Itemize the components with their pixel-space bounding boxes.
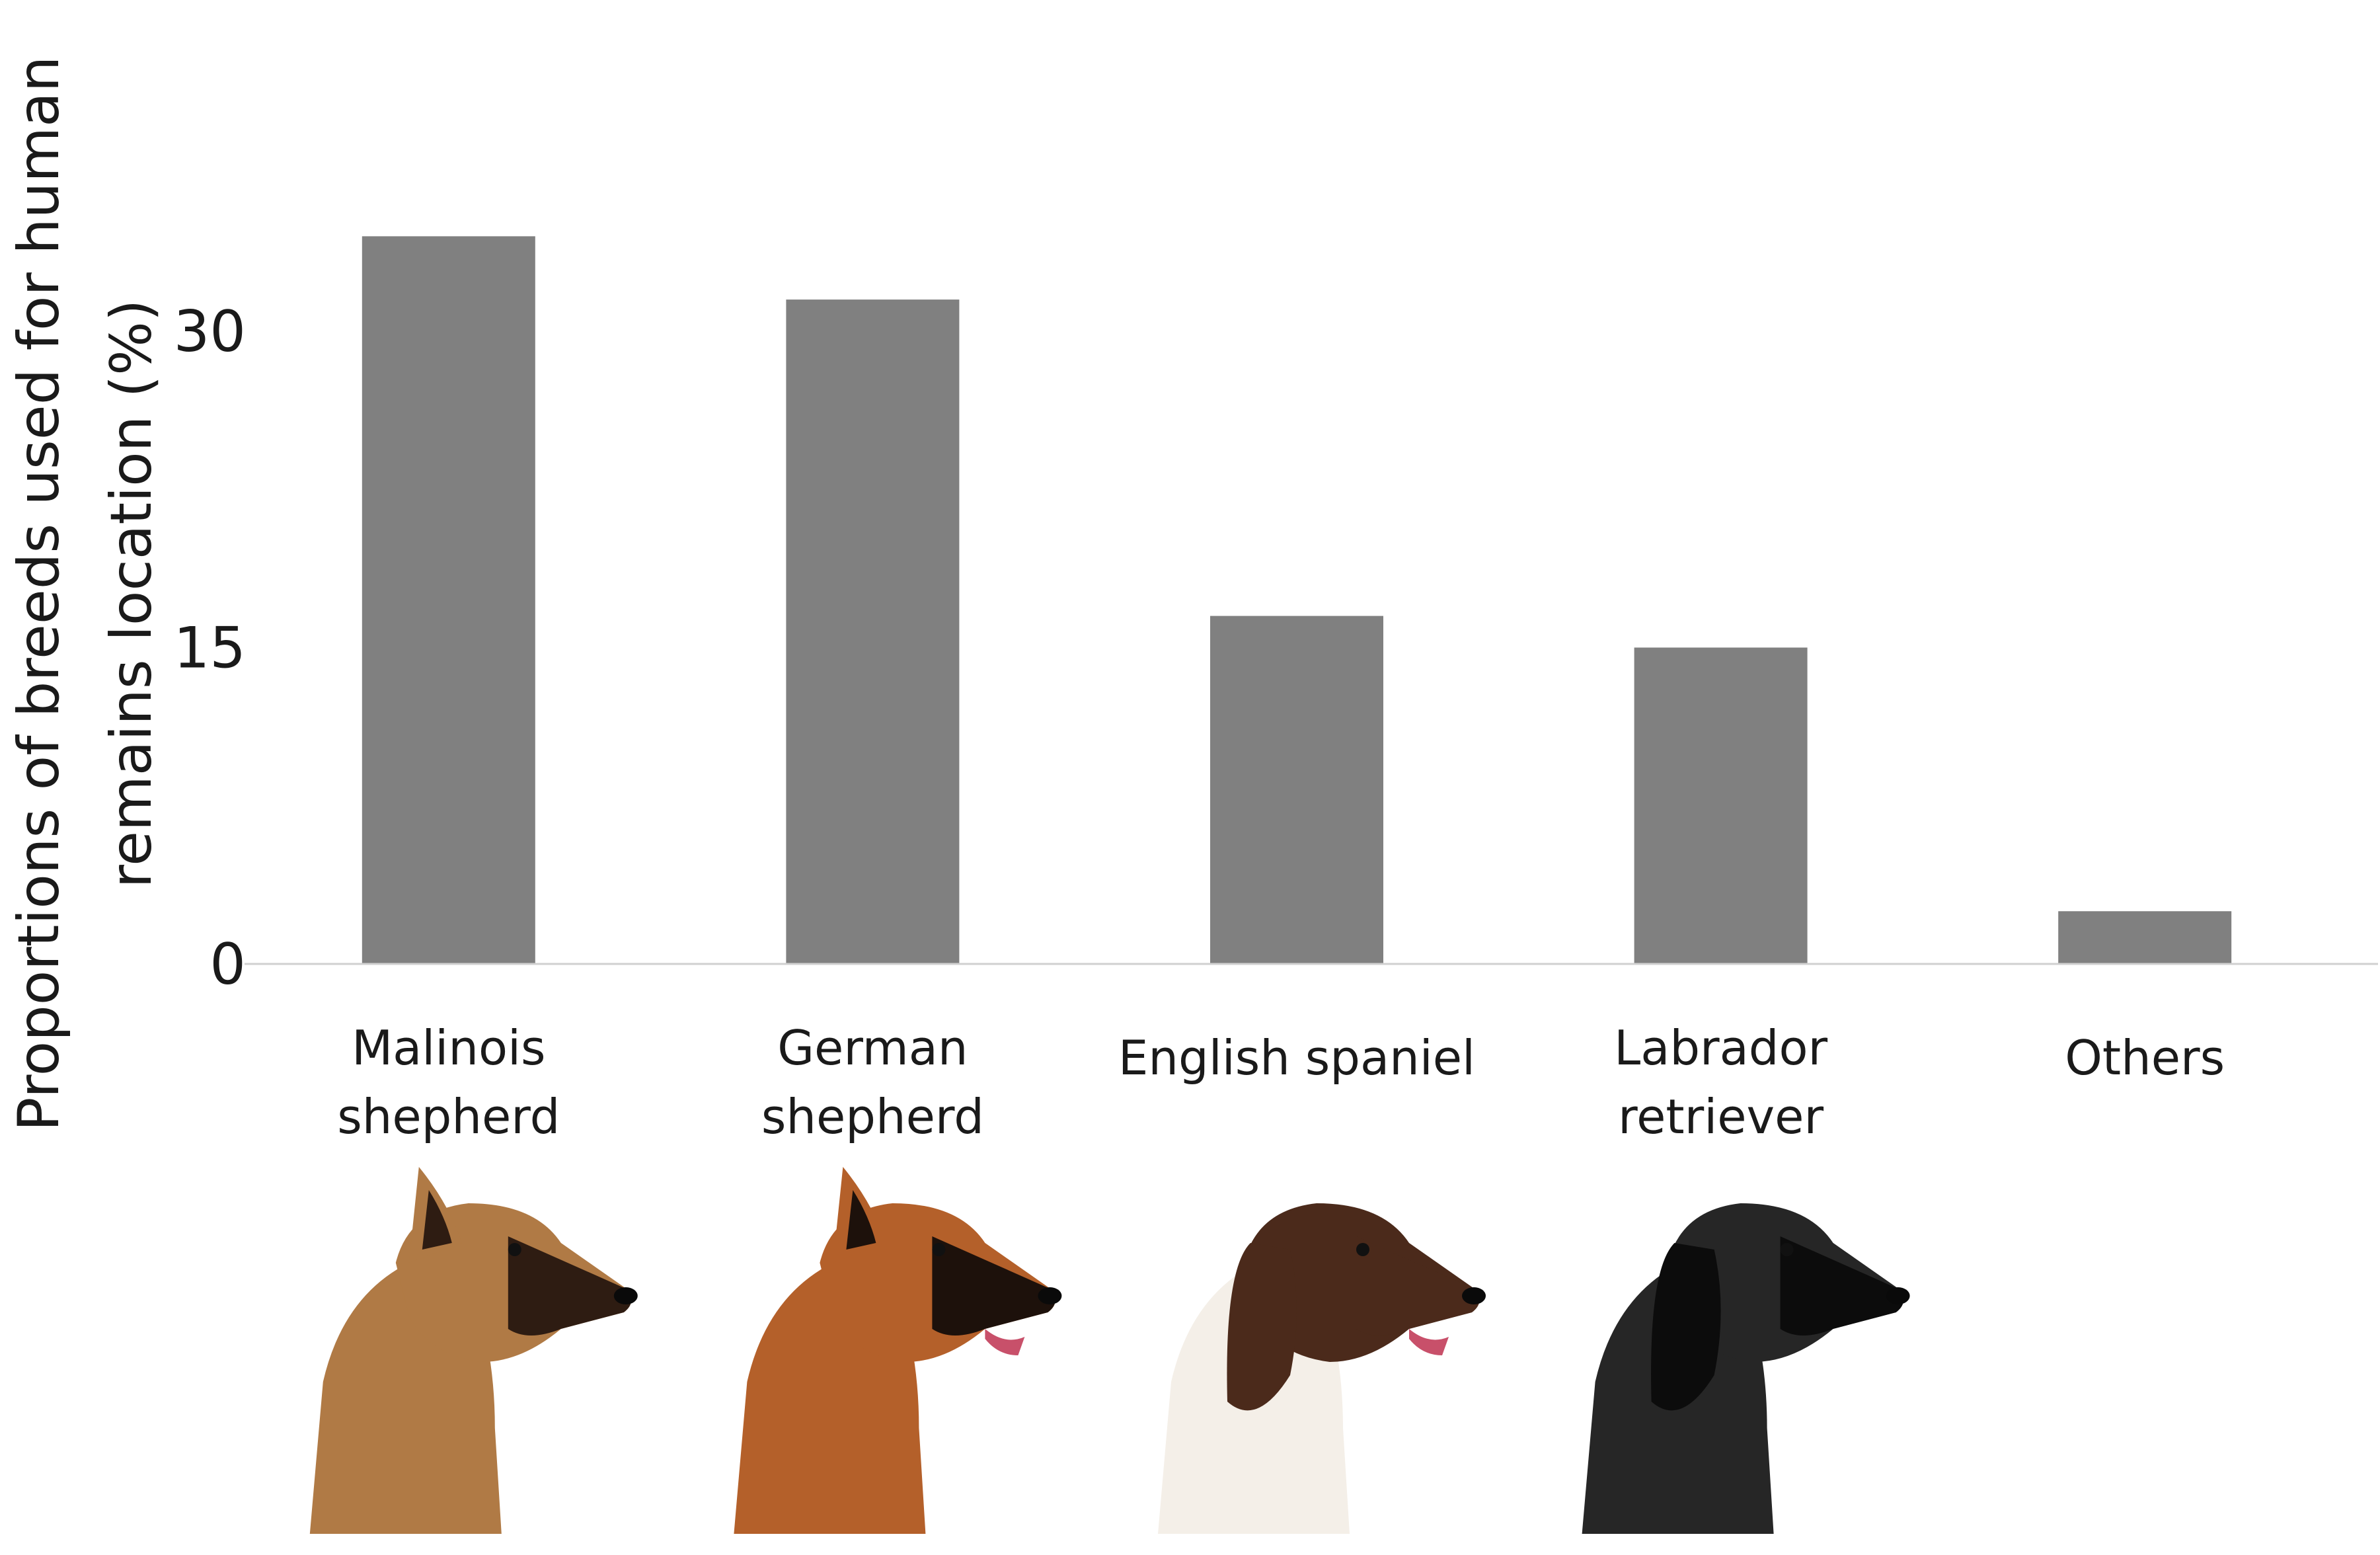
bar-malinois-shepherd <box>362 236 535 964</box>
bar-english-spaniel <box>1210 616 1383 964</box>
y-axis-title-line-1: Proportions of breeds used for human <box>6 56 72 1131</box>
y-axis-ticks: 0 15 30 <box>174 299 246 998</box>
y-axis-title: Proportions of breeds used for human rema… <box>6 56 165 1131</box>
x-tick-label-4-0: Others <box>2065 1030 2225 1086</box>
y-axis-title-line-2: remains location (%) <box>98 299 165 889</box>
x-axis-labels: Malinois shepherd German shepherd English sp… <box>337 1020 2225 1144</box>
german-shepherd-dog-photo <box>734 1167 1062 1534</box>
x-tick-label-3-0: Labrador <box>1614 1020 1827 1076</box>
english-spaniel-dog-photo <box>1158 1203 1486 1534</box>
x-tick-label-1-1: shepherd <box>761 1089 984 1144</box>
x-tick-label-1-0: German <box>777 1020 968 1076</box>
x-tick-label-3-1: retriever <box>1618 1089 1823 1144</box>
bars <box>362 236 2232 964</box>
y-tick-label-15: 15 <box>174 615 246 681</box>
x-tick-label-2-0: English spaniel <box>1118 1030 1475 1086</box>
y-tick-label-0: 0 <box>210 932 246 998</box>
x-tick-label-0-0: Malinois <box>352 1020 545 1076</box>
bar-labrador-retriever <box>1634 647 1808 964</box>
dog-photos <box>309 1167 1910 1534</box>
malinois-dog-photo <box>309 1167 638 1534</box>
bar-others <box>2058 911 2232 964</box>
labrador-retriever-dog-photo <box>1582 1203 1910 1534</box>
bar-german-shepherd <box>786 299 960 964</box>
x-tick-label-0-1: shepherd <box>337 1089 560 1144</box>
y-tick-label-30: 30 <box>174 299 246 365</box>
